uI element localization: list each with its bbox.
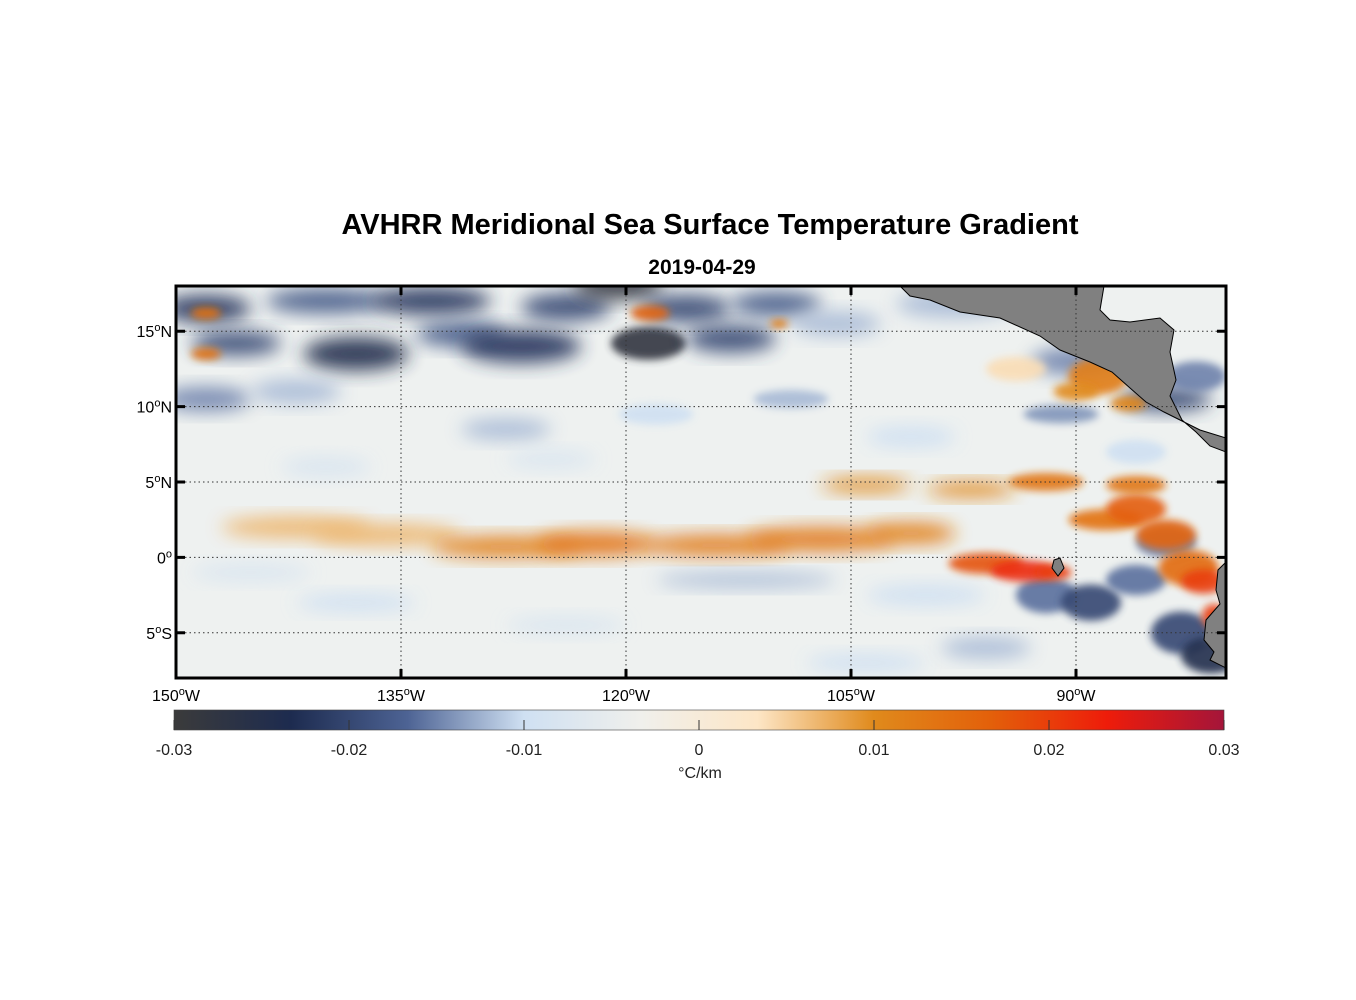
positive-gradient-patch bbox=[191, 347, 221, 360]
positive-gradient-patch bbox=[311, 524, 461, 546]
negative-gradient-patch bbox=[303, 337, 409, 371]
positive-gradient-patch bbox=[1106, 494, 1166, 525]
galapagos-islands bbox=[1051, 557, 1065, 577]
negative-gradient-patch bbox=[573, 286, 664, 300]
negative-gradient-patch bbox=[806, 653, 926, 672]
latitude-label: 5oN bbox=[145, 473, 172, 492]
positive-gradient-patch bbox=[770, 319, 788, 329]
negative-gradient-patch bbox=[866, 426, 956, 448]
colorbar-tick-label: -0.03 bbox=[156, 742, 193, 759]
negative-gradient-patch bbox=[611, 326, 686, 360]
negative-gradient-patch bbox=[791, 311, 881, 336]
negative-gradient-patch bbox=[461, 329, 581, 363]
positive-gradient-patch bbox=[1136, 519, 1196, 550]
positive-gradient-patch bbox=[630, 305, 670, 321]
negative-gradient-patch bbox=[281, 456, 371, 478]
map-panel: 15oN 10oN 5oN 0o 5oS 150oW 135oW 120oW 105oW 90o… bbox=[137, 284, 1228, 705]
negative-gradient-patch bbox=[461, 418, 551, 440]
negative-gradient-patch bbox=[251, 379, 341, 404]
latitude-label: 5oS bbox=[146, 624, 172, 643]
negative-gradient-patch bbox=[618, 403, 694, 425]
colorbar: -0.03 -0.02 -0.01 0 0.01 0.02 0.03 °C/km bbox=[156, 709, 1240, 782]
negative-gradient-patch bbox=[1016, 576, 1076, 614]
negative-gradient-patch bbox=[506, 616, 626, 635]
colorbar-unit-label: °C/km bbox=[678, 765, 722, 782]
latitude-label: 0o bbox=[157, 548, 172, 567]
colorbar-tick-label: 0 bbox=[695, 742, 704, 759]
central-america-land bbox=[899, 286, 1226, 453]
negative-gradient-patch bbox=[656, 572, 836, 588]
colorbar-tick-label: -0.01 bbox=[506, 742, 543, 759]
map-frame bbox=[174, 284, 1228, 680]
negative-gradient-patch bbox=[1023, 405, 1099, 424]
negative-gradient-patch bbox=[296, 593, 416, 612]
colorbar-tick-label: -0.02 bbox=[331, 742, 368, 759]
colorbar-tick-label: 0.01 bbox=[858, 742, 889, 759]
map-subtitle: 2019-04-29 bbox=[648, 256, 755, 279]
negative-gradient-patch bbox=[506, 450, 596, 469]
negative-gradient-patch bbox=[191, 563, 311, 582]
positive-gradient-patch bbox=[986, 356, 1046, 381]
positive-gradient-patch bbox=[191, 307, 221, 320]
negative-gradient-patch bbox=[1106, 564, 1166, 596]
negative-gradient-patch bbox=[371, 287, 491, 315]
positive-gradient-patch bbox=[746, 527, 896, 552]
negative-gradient-patch bbox=[266, 289, 386, 314]
longitude-label: 105oW bbox=[827, 686, 876, 705]
longitude-label: 120oW bbox=[602, 686, 651, 705]
negative-gradient-patch bbox=[866, 584, 986, 606]
negative-gradient-patch bbox=[753, 390, 829, 409]
longitude-label: 150oW bbox=[152, 686, 201, 705]
longitude-label: 90oW bbox=[1056, 686, 1096, 705]
latitude-label: 15oN bbox=[137, 322, 172, 341]
latitude-labels: 15oN 10oN 5oN 0o 5oS bbox=[137, 322, 172, 643]
positive-gradient-patch bbox=[866, 522, 956, 544]
positive-gradient-patch bbox=[1053, 382, 1099, 401]
negative-gradient-patch bbox=[1166, 361, 1226, 392]
positive-gradient-patch bbox=[926, 482, 1016, 498]
land bbox=[899, 286, 1226, 669]
colorbar-tick-label: 0.03 bbox=[1208, 742, 1239, 759]
positive-gradient-patch bbox=[536, 531, 656, 556]
positive-gradient-patch bbox=[1106, 475, 1166, 495]
map-title: AVHRR Meridional Sea Surface Temperature… bbox=[341, 209, 1078, 241]
latitude-label: 10oN bbox=[137, 398, 172, 417]
negative-gradient-patch bbox=[1106, 439, 1166, 464]
positive-gradient-patch bbox=[1181, 569, 1226, 594]
positive-gradient-patch bbox=[1110, 396, 1147, 412]
longitude-label: 135oW bbox=[377, 686, 426, 705]
sst-gradient-field bbox=[176, 286, 1226, 674]
negative-gradient-patch bbox=[941, 637, 1031, 659]
colorbar-ticks: -0.03 -0.02 -0.01 0 0.01 0.02 0.03 bbox=[156, 720, 1240, 759]
negative-gradient-patch bbox=[1061, 584, 1121, 621]
south-america-land bbox=[1203, 561, 1226, 669]
negative-gradient-patch bbox=[686, 325, 776, 353]
longitude-labels: 150oW 135oW 120oW 105oW 90oW bbox=[152, 686, 1096, 705]
colorbar-tick-label: 0.02 bbox=[1033, 742, 1064, 759]
negative-gradient-patch bbox=[731, 292, 821, 317]
negative-gradient-patch bbox=[176, 387, 251, 412]
negative-gradient-patch bbox=[521, 293, 611, 321]
positive-gradient-patch bbox=[821, 477, 911, 493]
